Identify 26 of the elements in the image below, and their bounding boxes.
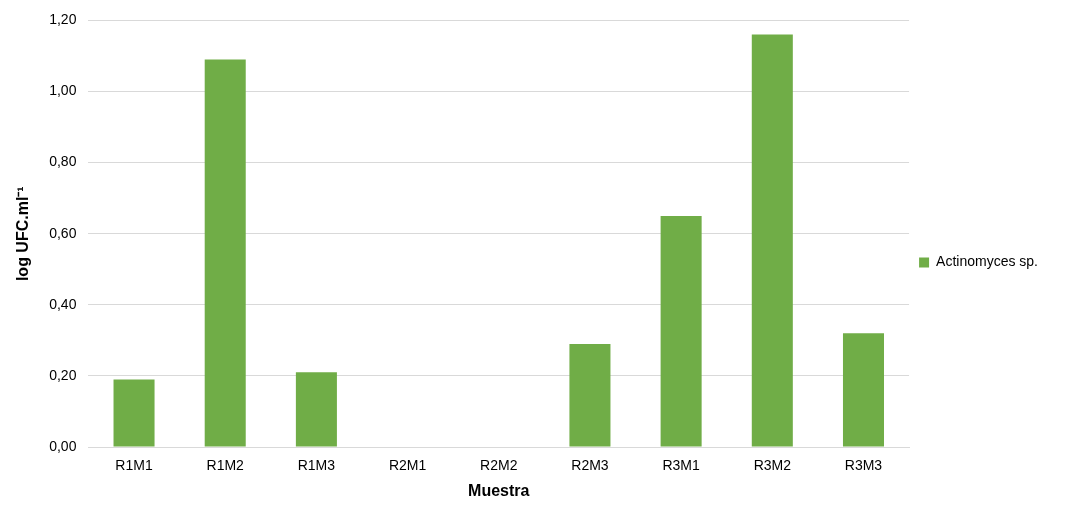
legend-label: Actinomyces sp.	[936, 253, 1039, 270]
y-tick-label: 0,40	[49, 295, 77, 312]
x-tick-label: R1M2	[206, 457, 245, 474]
y-tick-label: 1,20	[49, 11, 77, 28]
x-tick-label: R3M3	[844, 457, 883, 474]
x-tick-label: R1M3	[297, 457, 336, 474]
x-tick-label: R1M1	[115, 457, 153, 474]
y-axis-title: log UFC.ml⁻¹	[14, 186, 32, 282]
y-tick-label: 1,00	[49, 82, 77, 99]
x-tick-label: R3M2	[753, 457, 792, 474]
bar	[842, 333, 884, 447]
bar	[751, 34, 793, 447]
bar	[569, 343, 611, 447]
bar	[113, 379, 155, 447]
y-tick-label: 0,80	[49, 153, 77, 170]
y-tick-label: 0,00	[49, 437, 77, 454]
bar	[660, 215, 702, 447]
x-tick-label: R3M1	[662, 457, 700, 474]
x-tick-label: R2M1	[388, 457, 427, 474]
y-tick-label: 0,20	[49, 366, 77, 383]
x-tick-label: R2M2	[480, 457, 518, 474]
x-axis-title: Muestra	[468, 481, 530, 499]
bar	[295, 372, 337, 447]
y-tick-label: 0,60	[49, 224, 77, 241]
bar	[204, 59, 246, 447]
x-tick-label: R2M3	[571, 457, 609, 474]
